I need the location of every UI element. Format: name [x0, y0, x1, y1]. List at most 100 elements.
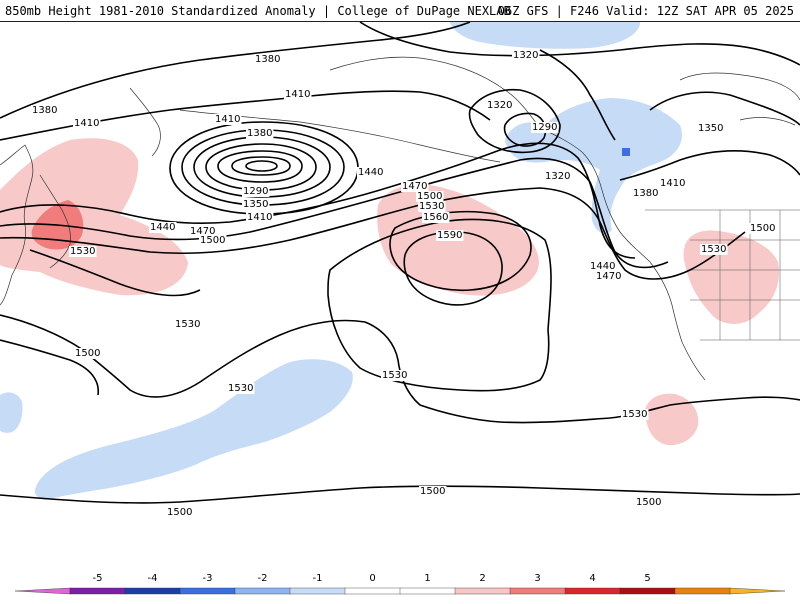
contour-label: 1410: [74, 118, 99, 129]
contour-label-background: [166, 507, 194, 518]
contour-label: 1530: [228, 383, 253, 394]
map-header: 850mb Height 1981-2010 Standardized Anom…: [0, 0, 800, 22]
contour-label: 1440: [358, 167, 383, 178]
low-ring-5: [217, 150, 303, 183]
contour-label: 1530: [701, 244, 726, 255]
contour-label: 1380: [255, 54, 280, 65]
contour-label: 1320: [487, 100, 512, 111]
anomaly-shading: [0, 22, 780, 500]
contour-label-background: [254, 54, 282, 65]
contour-1530-central-loop: [327, 218, 552, 392]
negative-anomaly-north-pacific: [450, 22, 640, 49]
colorbar-tick-label: -5: [93, 573, 103, 584]
contour-label: 1380: [32, 105, 57, 116]
contour-label: 1500: [167, 507, 192, 518]
contour-label: 1290: [532, 122, 557, 133]
contour-label-background: [74, 348, 102, 359]
contour-label-background: [242, 186, 270, 197]
positive-anomaly-west-pacific: [0, 138, 188, 296]
contour-label-background: [246, 128, 274, 139]
contour-label-background: [700, 244, 728, 255]
contour-label: 1380: [633, 188, 658, 199]
contour-label: 1500: [750, 223, 775, 234]
contour-1530-west: [29, 249, 201, 297]
contour-label: 1380: [247, 128, 272, 139]
contour-1500: [0, 187, 746, 280]
contour-label: 1500: [200, 235, 225, 246]
colorbar-segment: [289, 587, 346, 595]
height-contours: [0, 22, 800, 504]
anomaly-map: 1380 1380 1410 1410 1410 1380 1290 1350 …: [0, 22, 800, 518]
contour-label-background: [284, 89, 312, 100]
colorbar-segment: [124, 587, 181, 595]
contour-label: 1320: [545, 171, 570, 182]
low-ring-2: [181, 129, 345, 206]
anomaly-colorbar: -5 -4 -3 -2 -1 0 1 2 3 4 5: [0, 571, 800, 600]
contour-1500-south: [0, 485, 800, 504]
contour-label-background: [73, 118, 101, 129]
contour-label-background: [401, 181, 429, 192]
contour-label: 1590: [437, 230, 462, 241]
contour-label-background: [149, 222, 177, 233]
colorbar-segment: [674, 587, 731, 595]
contour-label: 1500: [417, 191, 442, 202]
colorbar-tick-label: 2: [479, 573, 485, 584]
contour-label: 1500: [75, 348, 100, 359]
colorbar-tick-label: 4: [589, 573, 595, 584]
contour-labels: 1380 1380 1410 1410 1410 1380 1290 1350 …: [31, 50, 777, 518]
contour-label-background: [531, 122, 559, 133]
positive-anomaly-east-pacific: [645, 393, 699, 446]
contour-label: 1320: [513, 50, 538, 61]
contour-label: 1410: [660, 178, 685, 189]
colorbar-segment: [564, 587, 621, 595]
canada-interior-outline: [679, 72, 800, 101]
alaska-coastline: [329, 56, 603, 191]
colorbar-tick-label: 3: [534, 573, 540, 584]
colorbar-segment: [619, 587, 676, 595]
colorbar-labels: -5 -4 -3 -2 -1 0 1 2 3 4 5: [93, 573, 651, 584]
contour-label: 1560: [423, 212, 448, 223]
contour-1440: [0, 142, 636, 259]
contour-label-background: [589, 261, 617, 272]
contour-label: 1500: [420, 486, 445, 497]
contour-label-background: [199, 235, 227, 246]
contour-label: 1500: [636, 497, 661, 508]
low-ring-4: [205, 143, 317, 191]
contour-label-background: [419, 486, 447, 497]
contour-label: 1530: [382, 370, 407, 381]
negative-anomaly-gulf-of-alaska: [505, 98, 682, 234]
contour-1380-north: [0, 22, 471, 119]
contour-label: 1530: [70, 246, 95, 257]
colorbar-tick-label: 0: [369, 573, 375, 584]
contour-1320-north-coast: [539, 49, 616, 141]
colorbar-segment: [509, 587, 566, 595]
contour-label-background: [418, 201, 446, 212]
contour-label-background: [749, 223, 777, 234]
contour-label-background: [621, 409, 649, 420]
contour-label: 1470: [402, 181, 427, 192]
hudson-coast: [739, 117, 796, 126]
contour-1500-southwest: [0, 339, 99, 396]
contour-1320-alaska: [468, 88, 561, 154]
contour-label: 1530: [175, 319, 200, 330]
contour-1380-east: [619, 150, 800, 181]
contour-label: 1470: [190, 226, 215, 237]
contour-label-background: [246, 212, 274, 223]
colorbar-segment: [454, 587, 511, 595]
colorbar-segment: [399, 587, 456, 595]
colorbar-tick-label: 1: [424, 573, 430, 584]
contour-label: 1530: [622, 409, 647, 420]
colorbar-segment: [344, 587, 401, 595]
contour-label-background: [544, 171, 572, 182]
colorbar-tick-label: -2: [258, 573, 268, 584]
contour-label-background: [595, 271, 623, 282]
contour-1350-east: [649, 91, 800, 126]
contour-label-background: [422, 212, 450, 223]
negative-anomaly-west-edge: [0, 392, 23, 433]
contour-label: 1410: [247, 212, 272, 223]
contour-label: 1350: [243, 199, 268, 210]
low-ring-7: [245, 160, 278, 172]
colorbar-tick-label: 5: [644, 573, 650, 584]
contour-label-background: [227, 383, 255, 394]
contour-1560: [389, 210, 532, 292]
